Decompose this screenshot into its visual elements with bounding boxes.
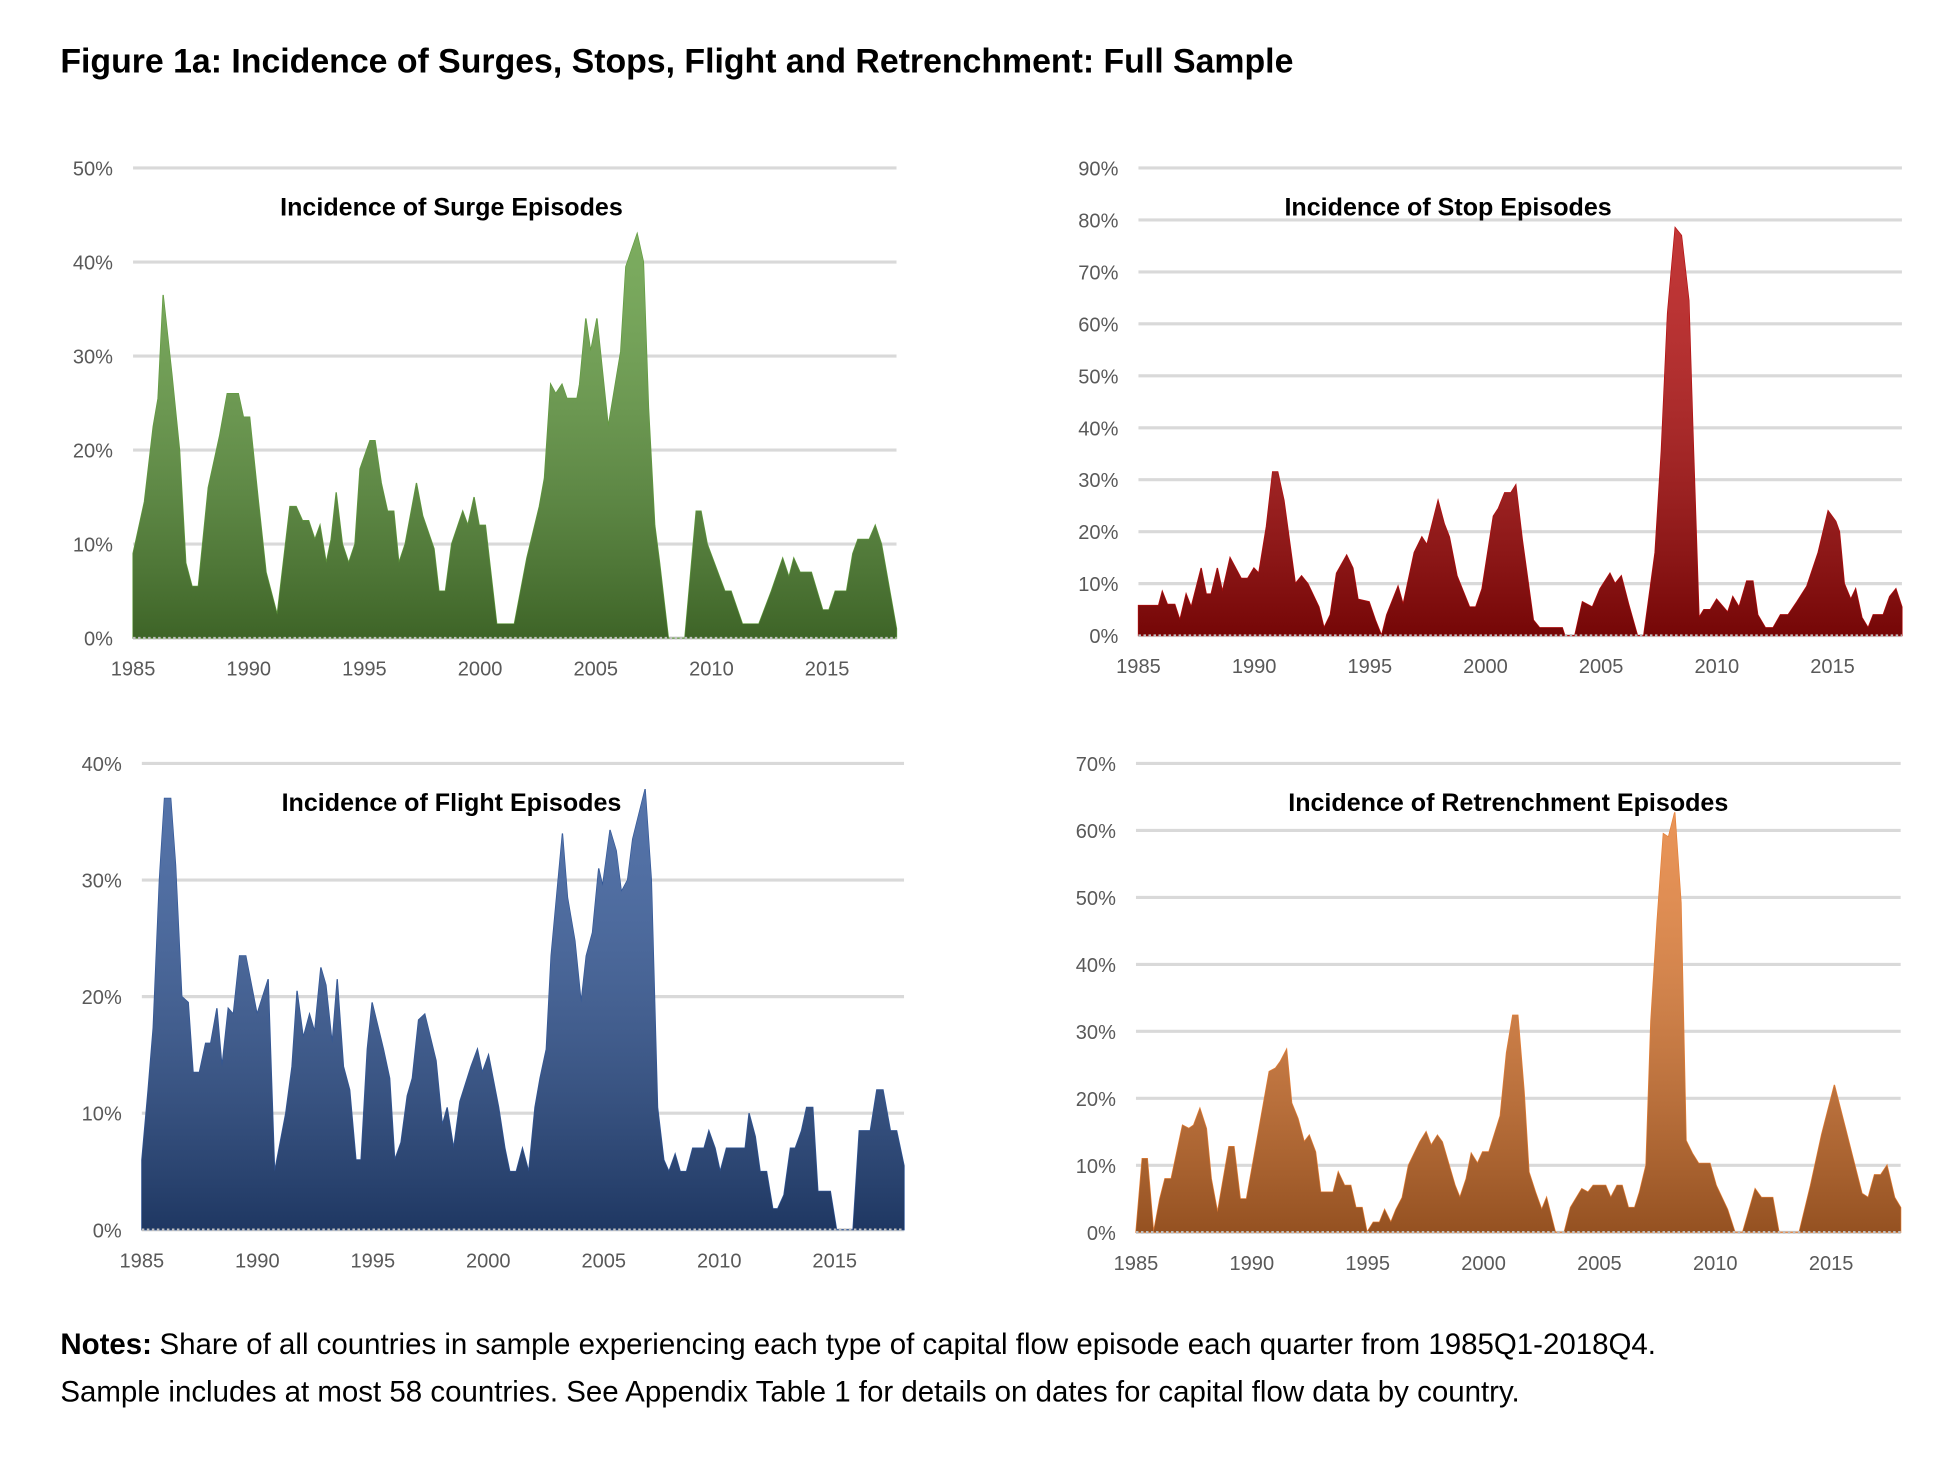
figure-title: Figure 1a: Incidence of Surges, Stops, F… (60, 43, 1293, 81)
area-shading (141, 789, 905, 1230)
x-tick-label: 1990 (235, 1250, 280, 1272)
x-tick-label: 2005 (1579, 656, 1624, 678)
y-tick-label: 70% (1078, 262, 1118, 284)
x-tick-label: 2000 (1463, 656, 1508, 678)
x-tick-label: 2010 (1695, 656, 1740, 678)
area-shading (1138, 227, 1902, 636)
x-tick-label: 1995 (342, 659, 387, 681)
y-tick-label: 60% (1078, 314, 1118, 336)
notes-text: Share of all countries in sample experie… (160, 1328, 1656, 1361)
x-tick-label: 2010 (689, 659, 734, 681)
notes-label: Notes: (60, 1328, 152, 1361)
x-tick-label: 1985 (1116, 656, 1161, 678)
x-tick-label: 1995 (351, 1250, 396, 1272)
y-tick-label: 80% (1078, 210, 1118, 232)
notes-text: Sample includes at most 58 countries. Se… (60, 1376, 1519, 1409)
y-tick-label: 30% (1076, 1022, 1116, 1044)
y-tick-label: 0% (93, 1220, 122, 1242)
y-tick-label: 10% (82, 1104, 122, 1126)
y-tick-label: 20% (1078, 522, 1118, 544)
x-tick-label: 1985 (120, 1250, 165, 1272)
x-tick-label: 1990 (1232, 656, 1277, 678)
area-shading (1135, 812, 1901, 1233)
y-tick-label: 10% (73, 535, 113, 557)
chart-title: Incidence of Flight Episodes (282, 789, 622, 817)
y-tick-label: 0% (1089, 626, 1118, 648)
x-tick-label: 2015 (1809, 1253, 1854, 1275)
y-tick-label: 40% (1078, 418, 1118, 440)
y-tick-label: 40% (1076, 955, 1116, 977)
y-tick-label: 30% (73, 347, 113, 369)
area-shading (133, 233, 897, 639)
x-tick-label: 2015 (812, 1250, 857, 1272)
y-tick-label: 40% (73, 253, 113, 275)
x-tick-label: 1995 (1348, 656, 1393, 678)
y-tick-label: 50% (1078, 366, 1118, 388)
x-tick-label: 2010 (697, 1250, 742, 1272)
chart-title: Incidence of Stop Episodes (1284, 194, 1611, 222)
chart-title: Incidence of Surge Episodes (280, 194, 623, 222)
y-tick-label: 10% (1076, 1156, 1116, 1178)
x-tick-label: 2005 (573, 659, 618, 681)
x-tick-label: 1990 (1230, 1253, 1275, 1275)
x-tick-label: 2015 (1810, 656, 1855, 678)
y-tick-label: 0% (1087, 1223, 1116, 1245)
y-tick-label: 90% (1078, 159, 1118, 181)
notes-line: Notes: Share of all countries in sample e… (60, 1328, 1656, 1361)
y-tick-label: 20% (73, 441, 113, 463)
x-tick-label: 1995 (1345, 1253, 1390, 1275)
x-tick-label: 1985 (1114, 1253, 1159, 1275)
y-tick-label: 60% (1076, 821, 1116, 843)
y-tick-label: 30% (82, 871, 122, 893)
x-tick-label: 2010 (1693, 1253, 1738, 1275)
x-tick-label: 1990 (226, 659, 271, 681)
y-tick-label: 70% (1076, 754, 1116, 776)
y-tick-label: 40% (82, 754, 122, 776)
y-tick-label: 20% (82, 987, 122, 1009)
y-tick-label: 50% (1076, 888, 1116, 910)
x-tick-label: 2005 (581, 1250, 626, 1272)
x-tick-label: 2000 (458, 659, 503, 681)
x-tick-label: 2015 (805, 659, 850, 681)
x-tick-label: 2005 (1577, 1253, 1622, 1275)
y-tick-label: 20% (1076, 1089, 1116, 1111)
y-tick-label: 10% (1078, 574, 1118, 596)
chart-title: Incidence of Retrenchment Episodes (1288, 789, 1728, 817)
x-tick-label: 2000 (1461, 1253, 1506, 1275)
y-tick-label: 30% (1078, 470, 1118, 492)
x-tick-label: 2000 (466, 1250, 511, 1272)
y-tick-label: 0% (84, 629, 113, 651)
x-tick-label: 1985 (111, 659, 156, 681)
y-tick-label: 50% (73, 159, 113, 181)
